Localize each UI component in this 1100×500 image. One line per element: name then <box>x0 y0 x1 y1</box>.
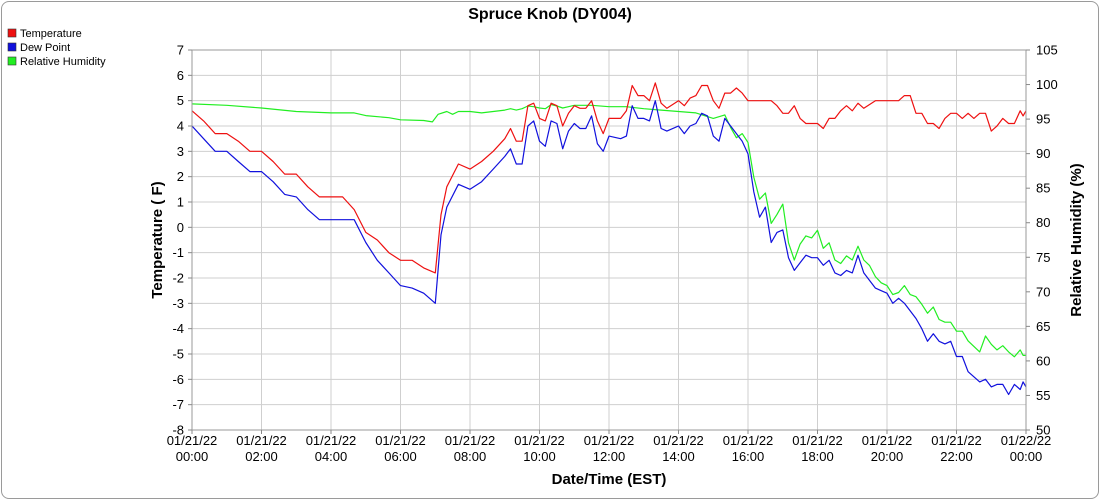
series-line-relative-humidity <box>191 103 1026 358</box>
legend-swatch-dew-point <box>7 42 17 52</box>
series-line-temperature <box>191 82 1027 274</box>
legend-swatch-relative-humidity <box>7 56 17 66</box>
y-tick-label-right: 105 <box>1036 43 1058 58</box>
x-tick-label-time: 14:00 <box>662 449 695 464</box>
x-tick-label-time: 22:00 <box>940 449 973 464</box>
x-tick-label-time: 06:00 <box>384 449 417 464</box>
x-tick-label-time: 20:00 <box>871 449 904 464</box>
x-tick-label-time: 10:00 <box>523 449 556 464</box>
x-tick-label-date: 01/21/22 <box>375 433 426 448</box>
x-tick-label-time: 12:00 <box>593 449 626 464</box>
x-tick-label-time: 18:00 <box>801 449 834 464</box>
x-tick-label-date: 01/21/22 <box>236 433 287 448</box>
y-tick-label-right: 95 <box>1036 112 1050 127</box>
x-tick-label-date: 01/22/22 <box>1001 433 1052 448</box>
legend-label-dew-point: Dew Point <box>20 42 70 54</box>
y-axis-right-title: Relative Humidity (%) <box>1068 163 1085 316</box>
y-tick-label-right: 80 <box>1036 215 1050 230</box>
x-tick-label-time: 00:00 <box>1010 449 1043 464</box>
x-tick-label-date: 01/21/22 <box>167 433 218 448</box>
y-axis-right: 105 100 95 90 85 80 75 70 65 60 55 50 <box>1026 43 1058 438</box>
chart-title: Spruce Knob (DY004) <box>468 6 632 23</box>
y-axis-left: 7 6 5 4 3 2 1 0 -1 -2 -3 -4 -5 -6 -7 -8 <box>172 43 192 438</box>
y-tick-label-left: 0 <box>177 220 184 235</box>
x-tick-label-date: 01/21/22 <box>862 433 913 448</box>
y-tick-label-left: 5 <box>177 93 184 108</box>
x-tick-label-date: 01/21/22 <box>931 433 982 448</box>
x-tick-label-date: 01/21/22 <box>514 433 565 448</box>
legend: Temperature Dew Point Relative Humidity <box>7 28 106 68</box>
legend-swatch-temperature <box>7 28 17 38</box>
x-tick-label-time: 04:00 <box>315 449 348 464</box>
y-tick-label-left: 2 <box>177 169 184 184</box>
y-tick-label-right: 100 <box>1036 77 1058 92</box>
x-axis-title: Date/Time (EST) <box>552 471 667 488</box>
y-tick-label-left: 1 <box>177 195 184 210</box>
x-tick-label-time: 16:00 <box>732 449 765 464</box>
x-tick-label-time: 02:00 <box>245 449 278 464</box>
series-layer <box>191 82 1027 396</box>
y-tick-label-left: -6 <box>172 372 184 387</box>
y-axis-left-title: Temperature ( F) <box>149 181 166 298</box>
series-line-dew-point <box>191 100 1027 396</box>
y-tick-label-left: 6 <box>177 68 184 83</box>
y-tick-label-right: 75 <box>1036 250 1050 265</box>
x-tick-label-time: 00:00 <box>176 449 209 464</box>
y-tick-label-right: 60 <box>1036 353 1050 368</box>
y-tick-label-left: -3 <box>172 296 184 311</box>
y-tick-label-right: 50 <box>1036 423 1050 438</box>
y-tick-label-right: 70 <box>1036 284 1050 299</box>
x-tick-label-date: 01/21/22 <box>445 433 496 448</box>
x-axis: 01/21/2200:0001/21/2202:0001/21/2204:000… <box>167 430 1052 464</box>
x-tick-label-date: 01/21/22 <box>306 433 357 448</box>
y-tick-label-left: 7 <box>177 43 184 58</box>
y-tick-label-right: 90 <box>1036 146 1050 161</box>
x-tick-label-date: 01/21/22 <box>653 433 704 448</box>
x-tick-label-time: 08:00 <box>454 449 487 464</box>
x-tick-label-date: 01/21/22 <box>723 433 774 448</box>
y-tick-label-right: 85 <box>1036 181 1050 196</box>
y-tick-label-left: -5 <box>172 347 184 362</box>
legend-label-relative-humidity: Relative Humidity <box>20 56 106 68</box>
y-tick-label-right: 65 <box>1036 319 1050 334</box>
y-tick-label-left: -7 <box>172 397 184 412</box>
x-tick-label-date: 01/21/22 <box>792 433 843 448</box>
y-tick-label-left: 4 <box>177 119 184 134</box>
y-tick-label-left: -4 <box>172 321 184 336</box>
x-tick-label-date: 01/21/22 <box>584 433 635 448</box>
y-tick-label-right: 55 <box>1036 388 1050 403</box>
y-tick-label-left: -1 <box>172 245 184 260</box>
legend-label-temperature: Temperature <box>20 28 82 40</box>
y-tick-label-left: -8 <box>172 423 184 438</box>
y-tick-label-left: -2 <box>172 271 184 286</box>
y-tick-label-left: 3 <box>177 144 184 159</box>
